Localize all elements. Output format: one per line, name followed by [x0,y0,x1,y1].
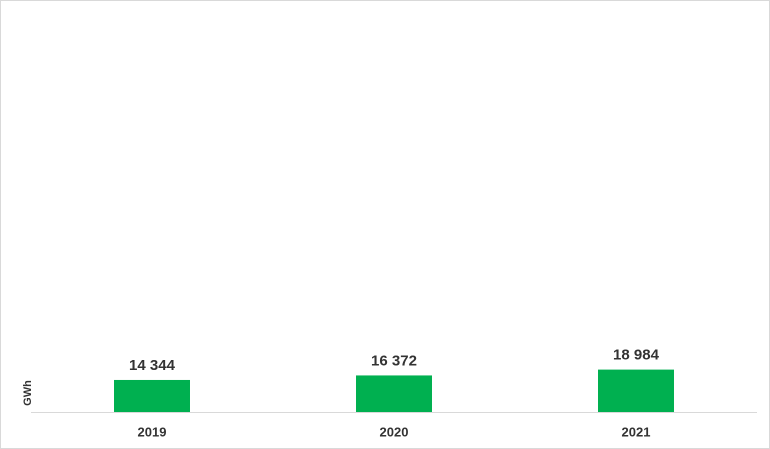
data-label: 16 372 [371,352,417,369]
x-tick-label: 2021 [622,424,651,439]
x-tick-label: 2019 [138,424,167,439]
bar [356,375,432,412]
bar [114,379,190,412]
y-axis-label: GWh [22,380,34,406]
bar [598,369,674,412]
x-tick-label: 2020 [380,424,409,439]
data-label: 14 344 [129,357,176,374]
data-label: 18 984 [613,347,660,364]
